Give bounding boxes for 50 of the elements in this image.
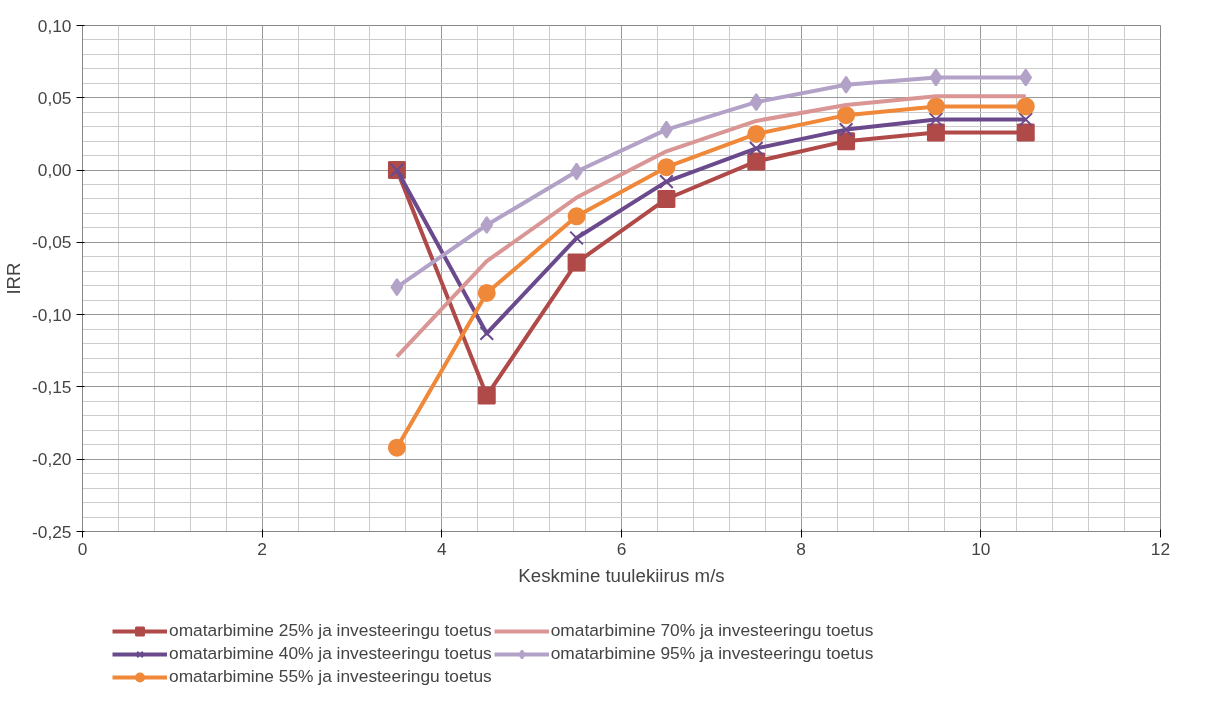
point [837,106,856,125]
x-tick-label: 4 [437,538,448,559]
point [747,124,766,143]
point [929,68,943,87]
point [1019,68,1033,87]
y-tick-label: -0,20 [32,449,72,470]
x-tick-label: 12 [1150,538,1171,559]
y-tick-label: -0,25 [32,521,72,542]
legend-label: omatarbimine 70% ja investeeringu toetus [550,620,874,641]
y-axis-title: IRR [3,262,24,295]
point [748,141,764,156]
point [477,283,496,302]
point [837,132,856,151]
point [1016,123,1035,142]
point [839,75,853,94]
x-tick-label: 6 [616,538,627,559]
x-tick-label: 10 [971,538,991,559]
point [747,152,766,171]
legend-label: omatarbimine 40% ja investeeringu toetus [169,643,492,664]
legend-label: omatarbimine 55% ja investeeringu toetus [169,666,492,687]
point [387,438,406,457]
x-tick-label: 0 [77,538,88,559]
point [1018,112,1034,127]
y-tick-label: -0,15 [32,376,72,397]
point [390,278,404,297]
legend-label: omatarbimine 95% ja investeeringu toetus [550,643,874,664]
point [480,216,494,235]
x-tick-label: 8 [796,538,806,559]
point [1016,97,1035,116]
point [926,97,945,116]
point [479,326,495,341]
y-tick-label: 0,00 [37,160,72,181]
point [928,112,944,127]
legend-label: omatarbimine 25% ja investeeringu toetus [169,620,492,641]
point [838,122,854,137]
y-tick-label: -0,10 [32,304,72,325]
point [567,207,586,226]
point [749,93,763,112]
point [477,386,496,405]
y-tick-label: -0,05 [32,232,72,253]
x-tick-label: 2 [257,538,267,559]
point [659,174,674,189]
point [926,123,945,142]
y-tick-label: 0,10 [37,15,72,36]
point [657,158,676,177]
y-tick-label: 0,05 [37,87,72,108]
point [567,253,586,272]
x-axis-title: Keskmine tuulekiirus m/s [518,564,725,586]
point [569,230,584,246]
point [657,189,676,208]
